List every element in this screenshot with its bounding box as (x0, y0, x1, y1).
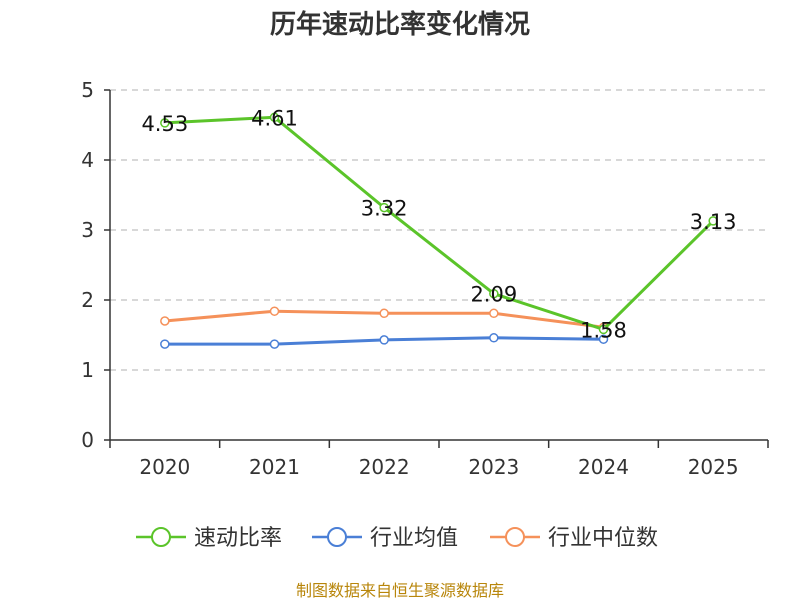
x-tick-label: 2022 (359, 455, 410, 479)
legend-marker-icon (505, 527, 525, 547)
data-point (160, 118, 170, 128)
source-note: 制图数据来自恒生聚源数据库 (296, 581, 504, 600)
legend-item-1[interactable]: 行业均值 (312, 526, 458, 551)
grid-lines (110, 89, 768, 371)
legend-marker-icon (327, 527, 347, 547)
data-point (489, 333, 499, 343)
data-point (269, 339, 280, 349)
legend-item-0[interactable]: 速动比率 (136, 526, 282, 551)
legend[interactable]: 速动比率 行业均值 行业中位数 (136, 526, 658, 551)
data-point (160, 316, 170, 326)
legend-label: 行业均值 (370, 526, 458, 551)
data-point (379, 335, 389, 345)
data-point (379, 202, 389, 213)
data-labels: 4.53 4.61 3.32 2.09 1.58 3.13 (141, 106, 736, 342)
data-label: 4.61 (251, 106, 298, 130)
data-point (269, 306, 280, 316)
chart-title: 历年速动比率变化情况 (270, 9, 530, 40)
data-point (269, 112, 280, 123)
y-tick-label: 2 (81, 288, 94, 312)
y-tick-label: 0 (81, 428, 94, 452)
data-point (160, 339, 170, 349)
data-point (598, 334, 609, 344)
x-tick-label: 2021 (249, 455, 300, 479)
series-layer (160, 112, 718, 349)
y-tick-label: 1 (81, 358, 94, 382)
legend-item-2[interactable]: 行业中位数 (490, 526, 658, 551)
y-tick-label: 4 (81, 148, 94, 172)
data-point (598, 324, 609, 335)
y-tick-label: 5 (81, 78, 94, 102)
x-tick-label: 2025 (688, 455, 739, 479)
y-tick-label: 3 (81, 218, 94, 242)
data-label: 4.53 (141, 112, 188, 136)
x-tick-label: 2020 (139, 455, 190, 479)
data-label: 2.09 (470, 283, 517, 307)
legend-label: 速动比率 (194, 526, 282, 551)
x-tick-label: 2023 (468, 455, 519, 479)
data-point (489, 308, 499, 319)
x-tick-label: 2024 (578, 455, 629, 479)
legend-label: 行业中位数 (548, 526, 658, 551)
legend-marker-icon (151, 527, 171, 547)
data-label: 3.32 (361, 197, 408, 221)
axes: 0 1 2 3 4 5 2020 2021 2022 2023 2024 2025 (81, 78, 769, 479)
data-point (708, 216, 718, 226)
data-label: 3.13 (690, 210, 737, 234)
series-line-0 (164, 115, 715, 331)
data-label: 1.58 (580, 318, 627, 342)
data-point (489, 288, 499, 299)
data-point (379, 308, 389, 319)
